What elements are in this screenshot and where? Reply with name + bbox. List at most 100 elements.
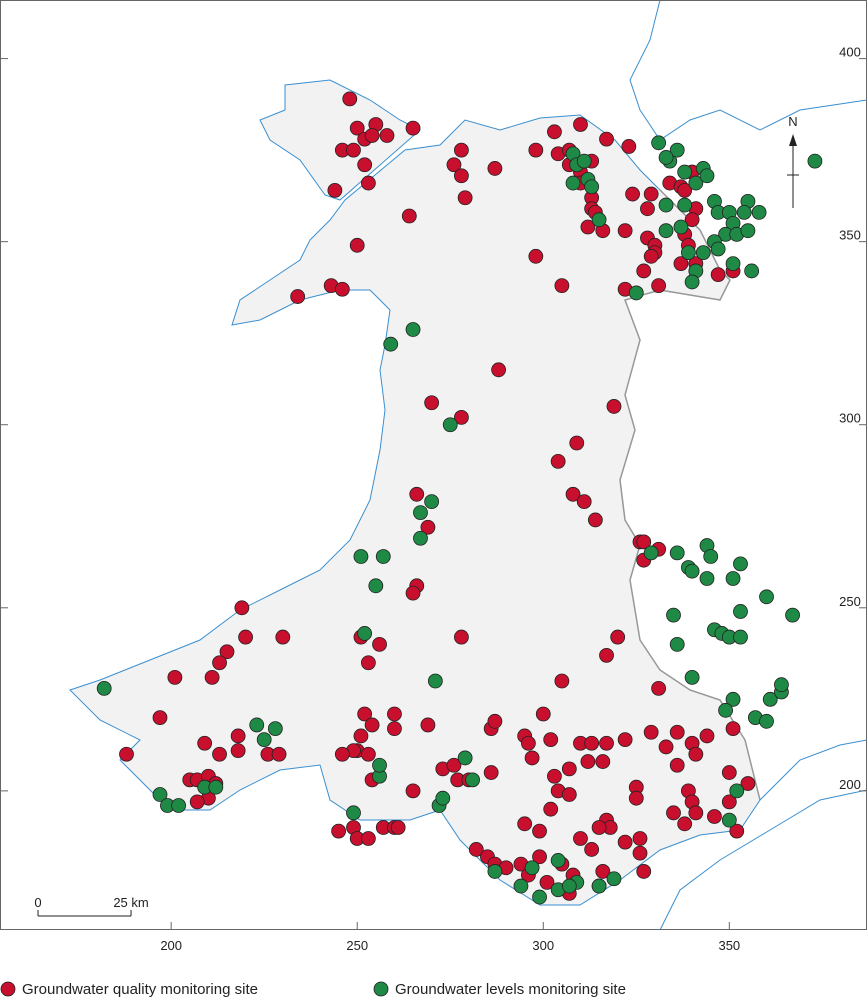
monitoring-site [699,728,715,744]
monitoring-site [353,549,369,564]
monitoring-site [703,549,719,564]
monitoring-site [204,669,220,685]
monitoring-site [454,168,469,184]
monitoring-site [532,823,547,839]
monitoring-site [360,831,376,846]
anglesey-land [259,79,421,201]
monitoring-site [454,629,469,645]
monitoring-site [595,754,611,769]
monitoring-site [744,263,760,279]
monitoring-site [424,494,440,510]
monitoring-site [364,717,380,733]
monitoring-site [401,208,417,224]
monitoring-site [651,680,667,696]
monitoring-site [658,150,674,165]
monitoring-site [658,223,674,239]
monitoring-site [740,223,756,239]
monitoring-site [636,534,652,550]
monitoring-site [651,135,667,151]
northing-label: 400 [839,45,861,60]
monitoring-site [721,794,737,810]
monitoring-site [669,724,685,740]
monitoring-site [677,182,693,198]
north-label: N [788,114,797,129]
england-border [619,189,761,801]
monitoring-site [569,435,585,451]
monitoring-site [688,746,704,762]
monitoring-site [740,776,756,791]
monitoring-site [684,274,700,290]
monitoring-site [580,754,596,769]
monitoring-site [632,845,648,861]
monitoring-site [360,175,376,191]
monitoring-site [528,142,544,158]
monitoring-site [688,175,704,191]
monitoring-site [599,647,614,663]
monitoring-site [632,831,648,846]
north-arrow: N [787,114,799,208]
monitoring-site [688,805,704,821]
scale-end-label: 25 km [113,895,148,910]
monitoring-site [584,179,600,195]
monitoring-site [353,728,369,744]
monitoring-site [357,626,373,641]
monitoring-site [435,790,451,806]
monitoring-site [573,831,588,846]
monitoring-site [491,362,507,378]
monitoring-site [669,545,685,561]
monitoring-site [658,739,674,755]
monitoring-site [677,164,693,180]
monitoring-site [721,812,737,828]
monitoring-site [673,219,689,235]
monitoring-site [167,669,183,685]
sites [96,91,823,905]
monitoring-site [517,816,533,832]
monitoring-site [684,669,700,685]
monitoring-site [290,289,306,304]
monitoring-site [405,585,421,601]
monitoring-site [599,131,614,147]
monitoring-site [379,128,395,143]
monitoring-site [212,746,227,762]
monitoring-site [420,519,436,535]
easting-label: 350 [718,938,740,953]
monitoring-site [561,761,577,777]
monitoring-site [346,805,361,821]
severn-coast [759,739,867,801]
monitoring-site [658,197,674,213]
monitoring-site [334,281,350,297]
easting-label: 200 [160,938,182,953]
north-head [789,134,797,146]
monitoring-site [342,91,358,107]
monitoring-site [532,849,547,865]
monitoring-site [271,746,287,762]
england-coast [629,0,867,141]
monitoring-site [383,336,399,352]
monitoring-site [677,816,693,832]
monitoring-site [372,757,387,773]
monitoring-site [543,801,559,817]
monitoring-site [349,120,365,136]
monitoring-site [699,571,715,586]
monitoring-site [119,746,134,762]
monitoring-site [387,706,402,722]
monitoring-site [669,142,685,158]
monitoring-site [520,735,536,751]
monitoring-site [643,248,659,264]
legend-swatch [373,981,389,997]
monitoring-site [595,864,611,879]
monitoring-site [390,820,406,835]
monitoring-site [606,871,622,887]
monitoring-site [580,219,596,235]
monitoring-site [360,655,376,671]
monitoring-site [628,285,644,301]
monitoring-site [707,809,722,824]
monitoring-site [96,680,112,696]
monitoring-site [565,486,581,502]
monitoring-site [733,556,748,572]
monitoring-site [550,453,566,469]
monitoring-site [584,735,600,751]
monitoring-site [695,245,711,261]
monitoring-site [736,204,752,220]
severn-coast-south [659,789,867,931]
